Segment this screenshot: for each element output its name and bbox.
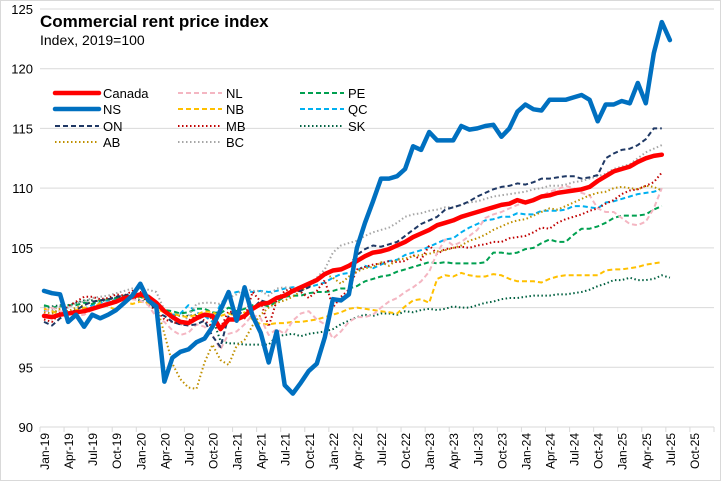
chart-title: Commercial rent price index <box>40 12 269 31</box>
series-line-mb <box>43 171 663 329</box>
legend-label-pe: PE <box>348 86 366 101</box>
y-tick-label: 120 <box>11 62 33 77</box>
x-tick-label: Jan-19 <box>38 433 52 470</box>
x-tick-label: Jul-23 <box>471 433 485 466</box>
x-tick-label: Jul-22 <box>375 433 389 466</box>
x-axis: Jan-19 Apr-19 Jul-19 Oct-19 Jan-20 Apr-20 Jul-… <box>38 427 715 470</box>
y-tick-label: 115 <box>12 121 33 136</box>
x-tick-label: Oct-20 <box>207 433 221 469</box>
y-axis-ticks: 90 95 100 105 110 115 120 125 <box>11 2 33 435</box>
y-tick-label: 95 <box>19 360 33 375</box>
x-tick-label: Jul-21 <box>279 433 293 466</box>
x-tick-label: Jan-25 <box>616 433 630 470</box>
x-tick-label: Oct-24 <box>592 433 606 469</box>
legend-label-sk: SK <box>348 119 366 134</box>
x-tick-label: Jan-24 <box>519 433 533 470</box>
x-tick-label: Oct-22 <box>399 433 413 469</box>
x-tick-label: Apr-25 <box>640 433 654 469</box>
x-tick-label: Jan-23 <box>423 433 437 470</box>
series-line-bc <box>43 144 663 327</box>
x-tick-label: Apr-21 <box>255 433 269 469</box>
series-line-sk <box>43 274 671 346</box>
x-tick-label: Oct-23 <box>495 433 509 469</box>
x-tick-label: Apr-24 <box>544 433 558 469</box>
series-line-ns <box>41 19 673 396</box>
x-tick-label: Apr-22 <box>351 433 365 469</box>
x-tick-label: Jan-21 <box>231 433 245 470</box>
series-line-nl <box>43 184 663 351</box>
series-line-qc <box>43 188 663 323</box>
legend-label-nb: NB <box>226 102 244 117</box>
x-tick-label: Jul-24 <box>568 433 582 466</box>
legend-label-qc: QC <box>348 102 368 117</box>
legend-label-mb: MB <box>226 119 246 134</box>
gridlines <box>40 8 714 428</box>
x-tick-label: Oct-25 <box>688 433 702 469</box>
legend: Canada NL PE NS NB QC ON MB SK AB BC <box>52 86 368 150</box>
x-tick-label: Jul-19 <box>86 433 100 466</box>
x-tick-label: Jul-20 <box>182 433 196 466</box>
x-tick-label: Apr-19 <box>62 433 76 469</box>
x-tick-label: Jul-25 <box>664 433 678 466</box>
legend-label-nl: NL <box>226 86 243 101</box>
series-lines <box>41 19 673 396</box>
legend-label-ab: AB <box>103 135 120 150</box>
x-tick-label: Jan-22 <box>327 433 341 470</box>
chart-subtitle: Index, 2019=100 <box>40 32 145 48</box>
x-tick-label: Jan-20 <box>134 433 148 470</box>
x-tick-label: Apr-20 <box>158 433 172 469</box>
legend-label-on: ON <box>103 119 123 134</box>
legend-label-bc: BC <box>226 135 244 150</box>
x-tick-label: Apr-23 <box>447 433 461 469</box>
y-tick-label: 105 <box>11 241 33 256</box>
legend-label-canada: Canada <box>103 86 149 101</box>
y-tick-label: 110 <box>12 181 33 196</box>
y-tick-label: 100 <box>11 301 33 316</box>
y-tick-label: 125 <box>11 2 33 17</box>
series-line-nb <box>43 261 662 326</box>
x-tick-label: Oct-19 <box>110 433 124 469</box>
y-tick-label: 90 <box>19 420 33 435</box>
x-tick-label: Oct-21 <box>303 433 317 469</box>
legend-label-ns: NS <box>103 102 121 117</box>
